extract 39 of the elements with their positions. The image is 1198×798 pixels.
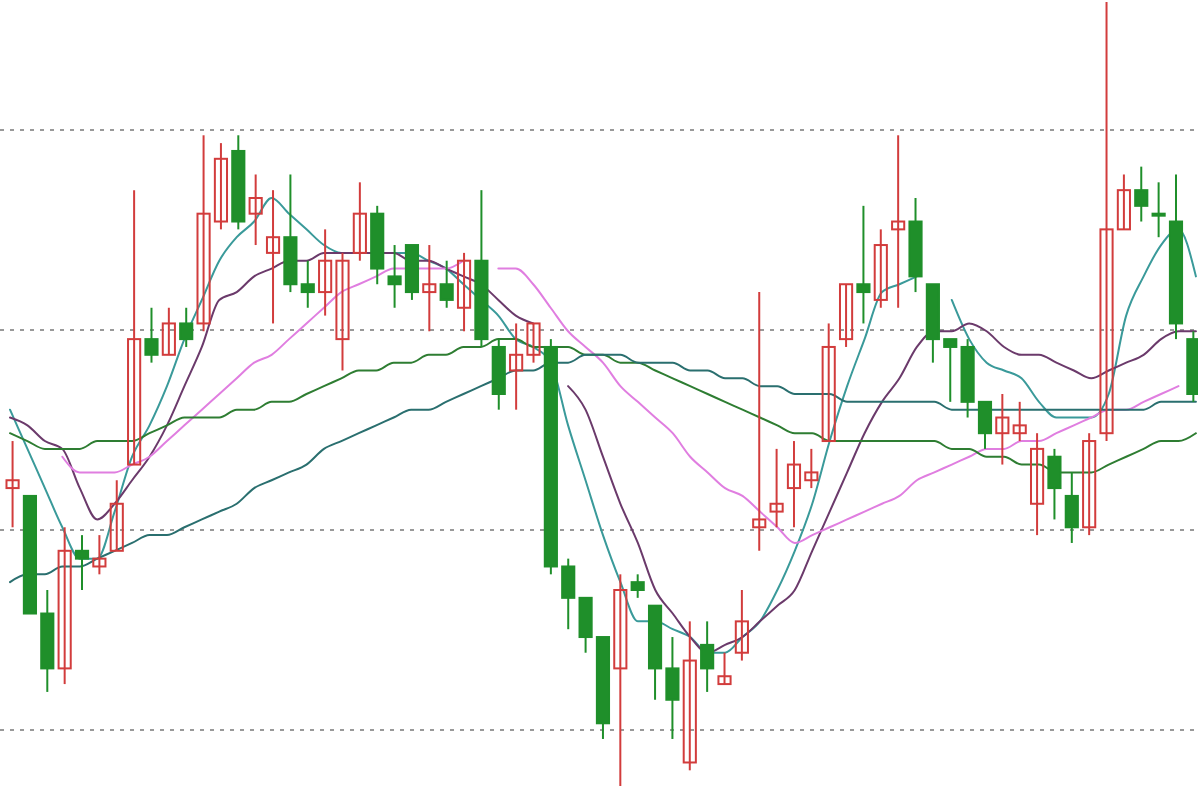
candlestick xyxy=(856,204,871,325)
candlestick xyxy=(1047,447,1062,521)
candlestick xyxy=(439,259,454,309)
candlestick xyxy=(491,338,506,411)
candlestick xyxy=(179,306,194,348)
candlestick xyxy=(769,447,784,529)
candlestick xyxy=(127,189,142,466)
candlestick xyxy=(300,259,315,309)
candlestick xyxy=(1029,432,1045,537)
candlestick xyxy=(682,620,697,772)
candlestick xyxy=(74,534,90,591)
candlestick xyxy=(1151,181,1166,239)
candlestick xyxy=(265,189,281,325)
candlestick xyxy=(57,526,72,686)
candlestick xyxy=(422,244,437,333)
candlestick xyxy=(5,440,20,529)
candlestick xyxy=(734,589,749,662)
candlestick xyxy=(1064,471,1079,544)
candlestick xyxy=(891,134,906,309)
candlestick xyxy=(1082,432,1097,537)
candlestick xyxy=(1012,400,1027,443)
candlestick xyxy=(821,322,836,443)
candlestick xyxy=(161,306,176,356)
candlestick xyxy=(838,283,854,348)
candlestick xyxy=(283,173,298,294)
candlestick xyxy=(752,291,767,552)
candlestick xyxy=(248,173,263,247)
candlestick xyxy=(109,479,124,552)
candlestick xyxy=(1134,165,1149,223)
candlestick xyxy=(352,181,367,262)
candlestick xyxy=(717,651,732,686)
candlestick xyxy=(613,573,628,787)
candlestick xyxy=(144,306,159,364)
candlestick xyxy=(995,393,1010,466)
candlestick xyxy=(456,251,472,333)
candlestick xyxy=(873,228,888,309)
candlestick xyxy=(630,573,645,599)
candlestick xyxy=(700,620,715,693)
candlestick xyxy=(92,534,107,576)
